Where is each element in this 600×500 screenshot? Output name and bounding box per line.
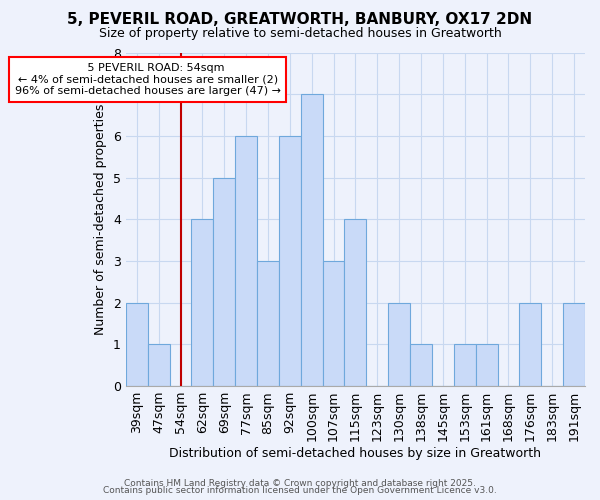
- Bar: [563, 302, 585, 386]
- Text: Size of property relative to semi-detached houses in Greatworth: Size of property relative to semi-detach…: [98, 28, 502, 40]
- Text: Contains public sector information licensed under the Open Government Licence v3: Contains public sector information licen…: [103, 486, 497, 495]
- Bar: [257, 261, 279, 386]
- Bar: [520, 302, 541, 386]
- Bar: [126, 302, 148, 386]
- Y-axis label: Number of semi-detached properties: Number of semi-detached properties: [94, 104, 107, 335]
- Bar: [476, 344, 497, 386]
- Bar: [454, 344, 476, 386]
- Bar: [191, 220, 214, 386]
- Bar: [388, 302, 410, 386]
- Text: 5, PEVERIL ROAD, GREATWORTH, BANBURY, OX17 2DN: 5, PEVERIL ROAD, GREATWORTH, BANBURY, OX…: [67, 12, 533, 28]
- X-axis label: Distribution of semi-detached houses by size in Greatworth: Distribution of semi-detached houses by …: [169, 447, 541, 460]
- Text: Contains HM Land Registry data © Crown copyright and database right 2025.: Contains HM Land Registry data © Crown c…: [124, 478, 476, 488]
- Bar: [235, 136, 257, 386]
- Bar: [279, 136, 301, 386]
- Bar: [148, 344, 170, 386]
- Bar: [410, 344, 432, 386]
- Bar: [214, 178, 235, 386]
- Bar: [344, 220, 367, 386]
- Bar: [301, 94, 323, 386]
- Bar: [323, 261, 344, 386]
- Text: 5 PEVERIL ROAD: 54sqm
← 4% of semi-detached houses are smaller (2)
96% of semi-d: 5 PEVERIL ROAD: 54sqm ← 4% of semi-detac…: [15, 63, 281, 96]
